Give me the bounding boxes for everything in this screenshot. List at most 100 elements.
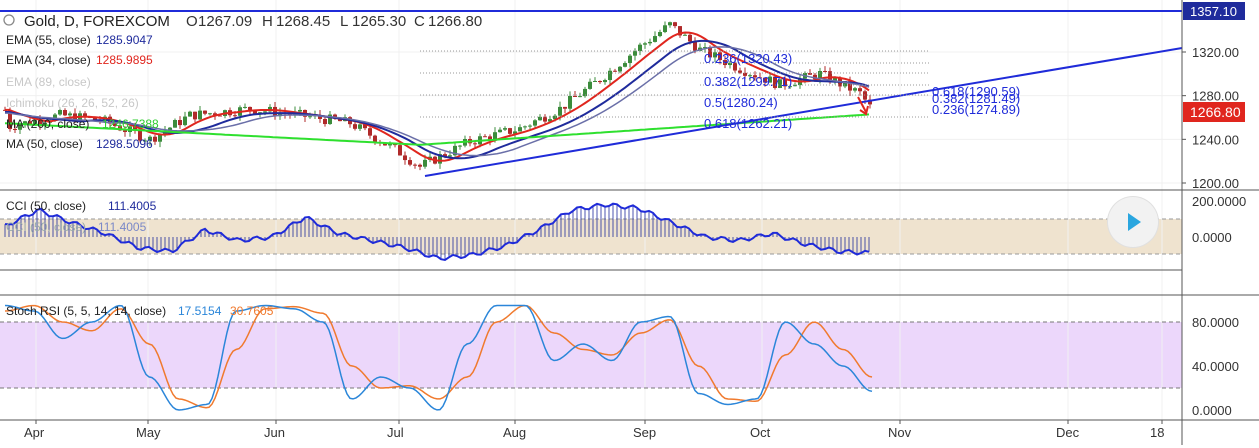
- candle-body: [178, 119, 182, 126]
- candle-body: [678, 26, 682, 36]
- candle-body: [198, 110, 202, 120]
- candle-body: [393, 143, 397, 146]
- candle-body: [683, 34, 687, 36]
- candle-body: [578, 96, 582, 98]
- candle-body: [443, 154, 447, 157]
- overlay-value: 1285.9895: [96, 53, 153, 67]
- candle-body: [648, 41, 652, 44]
- candle-body: [608, 70, 612, 81]
- line-price-badge-text: 1357.10: [1190, 4, 1237, 19]
- candle-body: [113, 123, 117, 127]
- candle-body: [133, 126, 137, 131]
- candle-body: [673, 22, 677, 27]
- time-label: Nov: [888, 425, 912, 440]
- overlay-name: EMA (34, close): [6, 53, 91, 67]
- time-label: Apr: [24, 425, 45, 440]
- fib-label: 0.618(1290.59): [932, 84, 1020, 99]
- time-label: Aug: [503, 425, 526, 440]
- line-price-badge: [1183, 2, 1245, 20]
- cci-label: CCI (50, close): [6, 199, 86, 213]
- candle-body: [853, 88, 857, 91]
- candle-body: [808, 73, 812, 75]
- candle-body: [573, 95, 577, 97]
- fib-label: 0.618(1262.21): [704, 116, 792, 131]
- candle-body: [538, 116, 542, 121]
- candle-body: [593, 80, 597, 82]
- overlay-value: 1298.5096: [96, 137, 153, 151]
- eye-icon[interactable]: [3, 14, 15, 26]
- candle-body: [388, 143, 392, 146]
- candle-body: [503, 128, 507, 130]
- candle-body: [653, 36, 657, 42]
- candle-body: [813, 74, 817, 80]
- candle-body: [123, 130, 127, 133]
- candle-body: [318, 114, 322, 119]
- candle-body: [353, 124, 357, 129]
- candle-body: [733, 62, 737, 71]
- down-arrow-icon: [857, 96, 867, 113]
- candle-body: [513, 131, 517, 134]
- high-label: H: [262, 13, 273, 30]
- candle-body: [23, 121, 27, 126]
- candle-body: [588, 81, 592, 89]
- candle-body: [473, 143, 477, 145]
- candle-body: [493, 132, 497, 141]
- overlay-name: MA (200, close): [6, 117, 89, 131]
- down-arrow-icon: [859, 105, 869, 116]
- candle-body: [633, 51, 637, 56]
- candle-body: [793, 85, 797, 87]
- candle-body: [63, 110, 67, 116]
- candle-body: [8, 109, 12, 130]
- candle-body: [663, 25, 667, 33]
- candle-body: [203, 110, 207, 114]
- candle-body: [528, 125, 532, 127]
- candle-body: [868, 99, 872, 105]
- candle-body: [153, 136, 157, 142]
- candle-body: [168, 127, 172, 131]
- candle-body: [718, 52, 722, 61]
- open-label: O: [186, 13, 198, 30]
- candle-body: [623, 63, 627, 67]
- candle-body: [483, 136, 487, 138]
- candle-body: [193, 111, 197, 120]
- fib-label: 0.236(1320.43): [704, 51, 792, 66]
- stoch-label: Stoch RSI (5, 5, 14, 14, close): [6, 304, 166, 318]
- candle-body: [788, 86, 792, 88]
- ema-34-line: [5, 31, 870, 162]
- overlay-value: 1246.7388: [102, 117, 159, 131]
- candle-body: [248, 106, 252, 111]
- candle-body: [68, 113, 72, 116]
- candle-body: [818, 71, 822, 80]
- candle-body: [143, 140, 147, 142]
- cci-value: 111.4005: [108, 199, 157, 213]
- candle-body: [263, 111, 267, 113]
- price-tick-label: 1200.00: [1192, 176, 1239, 191]
- overlay-value: 1285.9047: [96, 33, 153, 47]
- candle-body: [383, 143, 387, 146]
- low-value: 1265.30: [352, 13, 406, 30]
- play-button[interactable]: [1108, 197, 1158, 247]
- fib-label: 0.382(1299.71): [704, 74, 792, 89]
- candle-body: [413, 164, 417, 166]
- candle-body: [308, 116, 312, 118]
- candle-body: [728, 62, 732, 66]
- stoch-d-line: [4, 304, 873, 409]
- candle-body: [363, 124, 367, 129]
- candle-body: [323, 118, 327, 125]
- candle-body: [138, 130, 142, 141]
- open-value: 1267.09: [198, 13, 252, 30]
- cci-line: [4, 202, 870, 262]
- trendline: [424, 47, 1183, 177]
- candle-body: [713, 52, 717, 58]
- overlay-name: EMA (55, close): [6, 33, 91, 47]
- candle-body: [328, 114, 332, 125]
- time-label: Oct: [750, 425, 771, 440]
- candle-body: [148, 136, 152, 141]
- candle-body: [613, 70, 617, 72]
- candle-body: [778, 79, 782, 88]
- candle-body: [563, 106, 567, 109]
- candle-body: [543, 116, 547, 122]
- candle-body: [158, 133, 162, 142]
